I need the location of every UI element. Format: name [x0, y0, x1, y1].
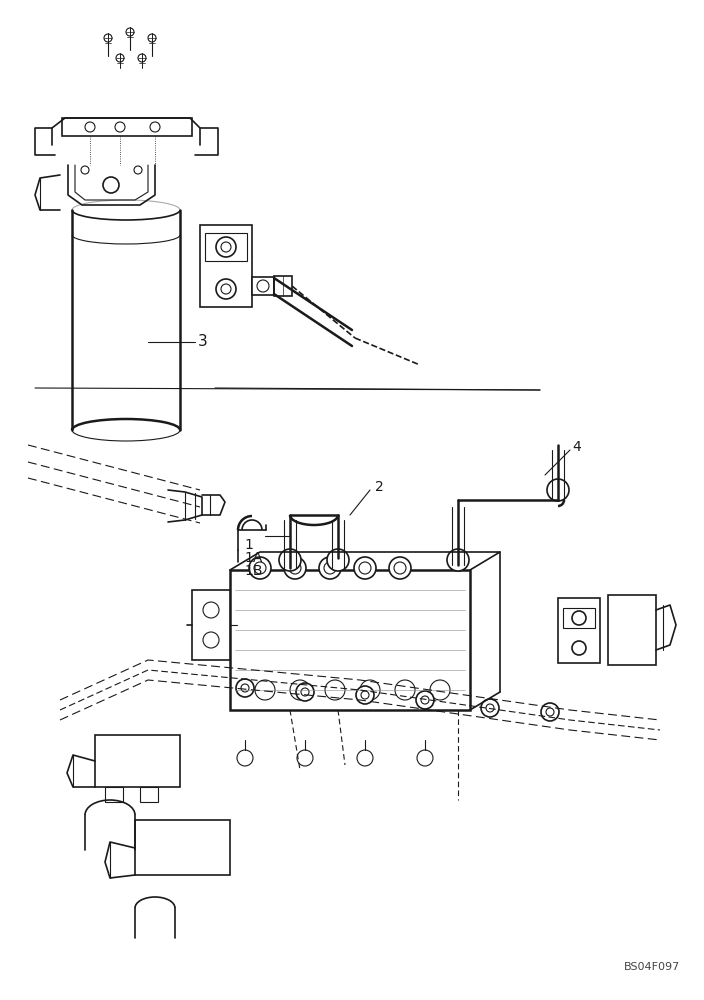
- Bar: [558, 598, 600, 663]
- Circle shape: [296, 683, 314, 701]
- Bar: [252, 277, 274, 295]
- Text: 1B: 1B: [244, 564, 263, 578]
- Bar: [230, 570, 470, 710]
- Circle shape: [254, 562, 266, 574]
- Circle shape: [547, 479, 569, 501]
- Circle shape: [115, 122, 125, 132]
- Circle shape: [237, 750, 253, 766]
- Bar: [95, 735, 180, 787]
- Circle shape: [572, 641, 586, 655]
- Circle shape: [395, 680, 415, 700]
- Circle shape: [221, 284, 231, 294]
- Bar: [200, 225, 252, 307]
- Circle shape: [360, 680, 380, 700]
- Circle shape: [416, 691, 434, 709]
- Text: BS04F097: BS04F097: [624, 962, 680, 972]
- Circle shape: [126, 28, 134, 36]
- Text: 4: 4: [572, 440, 581, 454]
- Bar: [135, 820, 230, 875]
- Circle shape: [236, 679, 254, 697]
- Circle shape: [541, 703, 559, 721]
- Circle shape: [359, 562, 371, 574]
- Circle shape: [116, 54, 124, 62]
- Circle shape: [138, 54, 146, 62]
- Circle shape: [148, 34, 156, 42]
- Circle shape: [81, 166, 89, 174]
- Circle shape: [103, 177, 119, 193]
- Circle shape: [430, 680, 450, 700]
- Circle shape: [546, 708, 554, 716]
- Circle shape: [216, 279, 236, 299]
- Circle shape: [289, 562, 301, 574]
- Circle shape: [203, 602, 219, 618]
- Circle shape: [417, 750, 433, 766]
- Circle shape: [203, 632, 219, 648]
- Text: 1: 1: [244, 538, 253, 552]
- Circle shape: [297, 750, 313, 766]
- Bar: [274, 276, 292, 296]
- Circle shape: [486, 704, 494, 712]
- Circle shape: [221, 242, 231, 252]
- Circle shape: [361, 691, 369, 699]
- Circle shape: [104, 34, 112, 42]
- Text: 2: 2: [375, 480, 384, 494]
- Bar: [192, 590, 230, 660]
- Circle shape: [284, 557, 306, 579]
- Circle shape: [249, 557, 271, 579]
- Circle shape: [327, 549, 349, 571]
- Circle shape: [324, 562, 336, 574]
- Bar: [608, 595, 656, 665]
- Circle shape: [134, 166, 142, 174]
- Circle shape: [85, 122, 95, 132]
- Circle shape: [290, 680, 310, 700]
- Text: 1A: 1A: [244, 551, 263, 565]
- Circle shape: [389, 557, 411, 579]
- Circle shape: [421, 696, 429, 704]
- Bar: [205, 233, 247, 261]
- Bar: [105, 787, 123, 802]
- Circle shape: [257, 280, 269, 292]
- Circle shape: [572, 611, 586, 625]
- Circle shape: [447, 549, 469, 571]
- Circle shape: [301, 688, 309, 696]
- Circle shape: [325, 680, 345, 700]
- Bar: [62, 118, 192, 136]
- Circle shape: [255, 680, 275, 700]
- Circle shape: [481, 699, 499, 717]
- Circle shape: [319, 557, 341, 579]
- Text: 3: 3: [198, 334, 208, 350]
- Circle shape: [150, 122, 160, 132]
- Circle shape: [241, 684, 249, 692]
- Circle shape: [356, 686, 374, 704]
- Bar: [563, 608, 595, 628]
- Circle shape: [354, 557, 376, 579]
- Circle shape: [394, 562, 406, 574]
- Circle shape: [279, 549, 301, 571]
- Bar: [140, 787, 158, 802]
- Circle shape: [357, 750, 373, 766]
- Circle shape: [216, 237, 236, 257]
